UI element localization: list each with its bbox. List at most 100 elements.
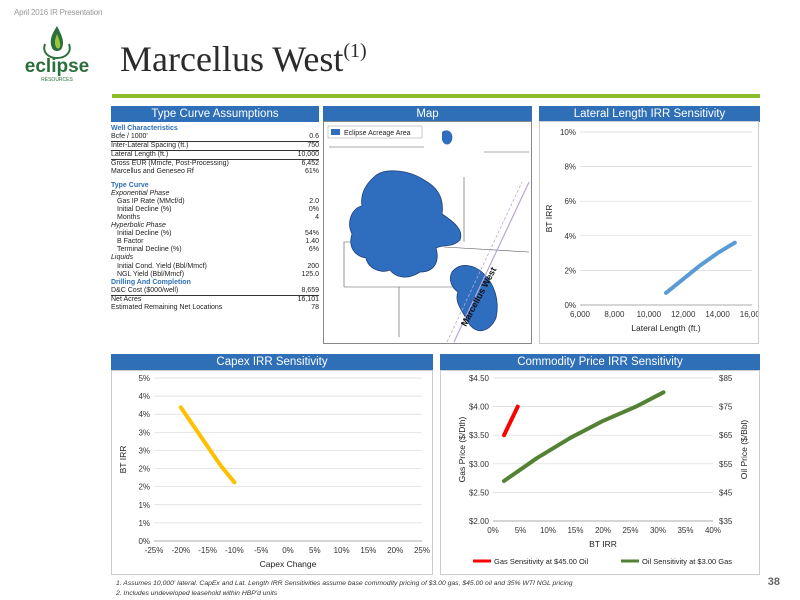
row-label: Drilling And Completion xyxy=(111,278,191,286)
x-tick-label: -20% xyxy=(171,546,190,555)
acreage-area-north xyxy=(442,130,453,145)
x-tick-label: 40% xyxy=(705,526,721,535)
y-tick-label: 0% xyxy=(138,537,150,546)
x-tick-label: 20% xyxy=(387,546,403,555)
x-tick-label: 14,000 xyxy=(705,310,730,319)
logo-subtext: RESOURCES xyxy=(41,77,73,83)
table-row: Inter-Lateral Spacing (ft.) 750 xyxy=(111,142,319,152)
row-value: 8,659 xyxy=(301,286,319,294)
row-label: Inter-Lateral Spacing (ft.) xyxy=(111,142,189,150)
row-label: Bcfe / 1000' xyxy=(111,133,148,141)
x-tick-label: 10% xyxy=(540,526,556,535)
table-row: Lateral Length (ft.) 10,000 xyxy=(111,151,319,161)
table-row: Well Characteristics xyxy=(111,125,319,133)
x-tick-label: 0% xyxy=(487,526,499,535)
table-row: NGL Yield (Bbl/Mmcf) 125.0 xyxy=(111,271,319,279)
x-tick-label: 15% xyxy=(567,526,583,535)
x-tick-label: 6,000 xyxy=(570,310,591,319)
page-title: Marcellus West(1) xyxy=(120,39,367,79)
table-row: Marcellus and Geneseo Rf 61% xyxy=(111,168,319,176)
row-label: D&C Cost ($000/well) xyxy=(111,286,179,294)
legend-label: Oil Sensitivity at $3.00 Gas xyxy=(642,557,732,566)
type-curve-table: Well Characteristics Bcfe / 1000' 0.6 Inter… xyxy=(111,125,319,312)
row-value: 125.0 xyxy=(301,270,319,278)
type-curve-header: Type Curve Assumptions xyxy=(111,106,319,122)
y-tick-label: 4% xyxy=(564,232,576,241)
row-value: 54% xyxy=(304,230,319,238)
y2-tick-label: $65 xyxy=(719,431,733,440)
series-line-0 xyxy=(664,240,737,295)
row-label: Exponential Phase xyxy=(111,189,170,197)
row-label: Months xyxy=(117,213,140,221)
y2-axis-label: Oil Price ($/Bbl) xyxy=(739,420,749,480)
x-tick-label: 25% xyxy=(622,526,638,535)
x-tick-label: 10,000 xyxy=(637,310,662,319)
y-tick-label: $2.00 xyxy=(469,517,490,526)
row-value: 1.40 xyxy=(305,238,319,246)
table-row: Terminal Decline (%) 6% xyxy=(111,246,319,254)
x-tick-label: 20% xyxy=(595,526,611,535)
table-row: Drilling And Completion xyxy=(111,279,319,287)
table-row: Initial Decline (%) 54% xyxy=(111,230,319,238)
y-tick-label: 2% xyxy=(138,465,150,474)
y2-tick-label: $75 xyxy=(719,403,733,412)
y2-tick-label: $35 xyxy=(719,517,733,526)
y-tick-label: 4% xyxy=(138,410,150,419)
acreage-map: Eclipse Acreage Area Marcellus West xyxy=(323,121,532,344)
y-tick-label: 5% xyxy=(138,374,150,383)
y-tick-label: 10% xyxy=(560,128,576,137)
table-row: Gross EUR (Mmcfe, Post-Processing) 6,452 xyxy=(111,160,319,168)
company-logo: eclipse RESOURCES xyxy=(12,22,102,84)
x-tick-label: -10% xyxy=(225,546,244,555)
commodity-header: Commodity Price IRR Sensitivity xyxy=(440,354,760,370)
y-tick-label: 0% xyxy=(564,301,576,310)
y-axis-label: BT IRR xyxy=(118,446,128,474)
map-legend-label: Eclipse Acreage Area xyxy=(344,130,411,137)
y-tick-label: 2% xyxy=(138,483,150,492)
x-tick-label: -5% xyxy=(254,546,268,555)
y-tick-label: $3.50 xyxy=(469,431,490,440)
row-label: Estimated Remaining Net Locations xyxy=(111,303,223,311)
trend-line xyxy=(453,181,530,343)
row-label: Initial Cond. Yield (Bbl/Mmcf) xyxy=(117,262,207,270)
y-tick-label: 1% xyxy=(138,519,150,528)
x-tick-label: 5% xyxy=(309,546,321,555)
row-value: 0% xyxy=(308,205,319,213)
row-label: Initial Decline (%) xyxy=(117,205,172,213)
footnote-2: 2. Includes undeveloped leasehold within… xyxy=(116,590,278,597)
row-label: Well Characteristics xyxy=(111,125,178,132)
row-label: B Factor xyxy=(117,238,144,246)
capex-chart: 0% 1% 1% 2% 2% 3% 3% 4% 4% 5% -25% -20% -15% -10% -5% 0… xyxy=(111,370,433,575)
x-axis-label: BT IRR xyxy=(589,539,617,549)
y-tick-label: 3% xyxy=(138,446,150,455)
x-tick-label: 5% xyxy=(515,526,527,535)
y-tick-label: 8% xyxy=(564,163,576,172)
footnote-1: 1. Assumes 10,000' lateral. CapEx and La… xyxy=(116,580,573,587)
series-line-0 xyxy=(502,404,520,438)
x-tick-label: 35% xyxy=(677,526,693,535)
table-row: Estimated Remaining Net Locations 78 xyxy=(111,304,319,312)
commodity-chart: $2.00 $2.50 $3.00 $3.50 $4.00 $4.50 $35 $45 $55 $… xyxy=(440,370,760,575)
y-tick-label: 6% xyxy=(564,197,576,206)
table-row: Initial Cond. Yield (Bbl/Mmcf) 200 xyxy=(111,263,319,271)
row-value: 78 xyxy=(311,303,319,311)
lateral-chart: 0% 2% 4% 6% 8% 10% 6,000 8,000 10,000 12,000 14,00… xyxy=(539,121,765,344)
row-label: Hyperbolic Phase xyxy=(111,222,166,230)
table-row: Liquids xyxy=(111,254,319,262)
x-tick-label: 16,000 xyxy=(740,310,758,319)
capex-header: Capex IRR Sensitivity xyxy=(111,354,433,370)
row-value: 6% xyxy=(308,246,319,254)
table-row: Type Curve xyxy=(111,182,319,190)
row-value: 750 xyxy=(307,142,319,150)
row-label: Gross EUR (Mmcfe, Post-Processing) xyxy=(111,160,229,168)
lateral-header: Lateral Length IRR Sensitivity xyxy=(539,106,760,122)
logo-text: eclipse xyxy=(25,56,89,77)
row-label: Terminal Decline (%) xyxy=(117,246,182,254)
series-line-1 xyxy=(502,390,666,483)
x-tick-label: 30% xyxy=(650,526,666,535)
legend-label: Gas Sensitivity at $45.00 Oil xyxy=(494,557,589,566)
y-tick-label: 3% xyxy=(138,428,150,437)
x-axis-label: Lateral Length (ft.) xyxy=(631,323,701,333)
presentation-date: April 2016 IR Presentation xyxy=(14,8,103,17)
row-label: Lateral Length (ft.) xyxy=(111,151,169,159)
